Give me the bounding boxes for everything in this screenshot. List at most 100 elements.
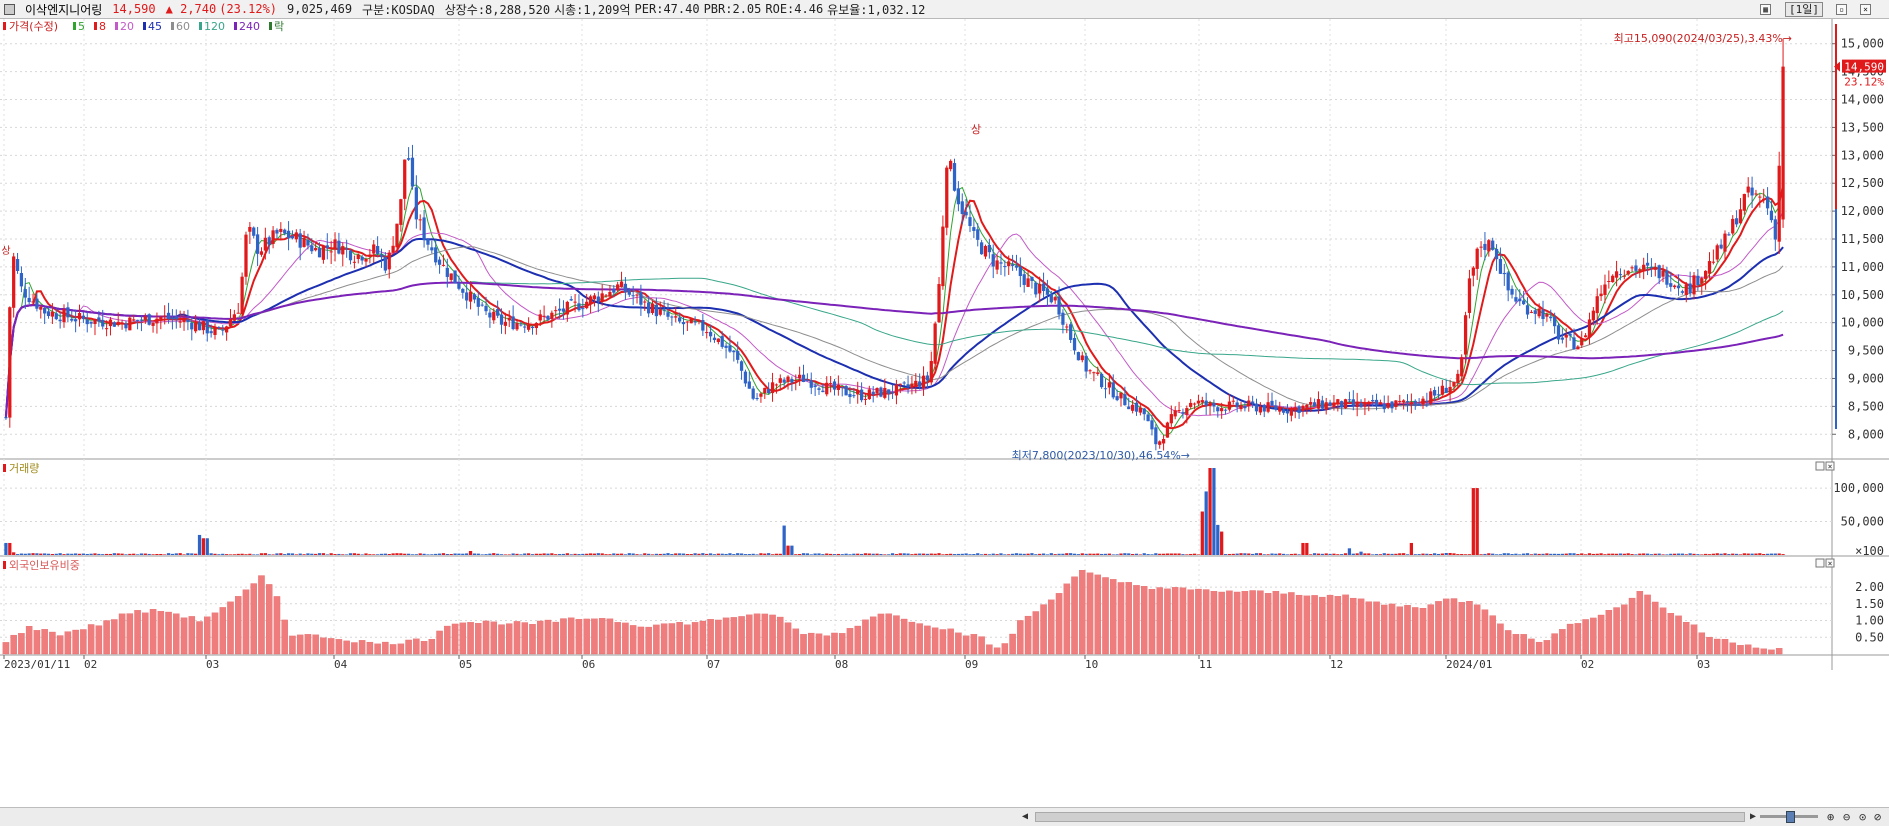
candle-body (430, 247, 434, 251)
candle-body (1003, 266, 1007, 268)
period-button[interactable]: [1일] (1785, 2, 1823, 17)
candle-body (1022, 274, 1026, 285)
volume-bar (538, 553, 542, 555)
legend-square-icon (143, 22, 146, 30)
volume-bar (937, 553, 941, 555)
window-menu-icon[interactable] (4, 3, 15, 15)
volume-bar (1374, 554, 1379, 555)
volume-bar (1049, 553, 1053, 555)
zoom-in-icon[interactable]: ⊕ (1827, 810, 1835, 824)
volume-bar (1560, 553, 1565, 555)
volume-bar (89, 553, 93, 555)
volume-bar (286, 553, 291, 555)
zoom-fit-icon[interactable]: ⊘ (1874, 810, 1882, 824)
scroll-thumb[interactable] (1035, 812, 1745, 822)
candle-body (1293, 407, 1297, 411)
volume-bar (1599, 553, 1603, 555)
foreign-ratio-bar (1210, 591, 1218, 655)
foreign-ratio-bar (993, 647, 1001, 655)
volume-bar (1553, 553, 1557, 555)
stock-name[interactable]: 이삭엔지니어링 (25, 2, 103, 17)
volume-bar (770, 554, 775, 555)
stock-info-bar: 이삭엔지니어링 14,590 ▲ 2,740 (23.12%) 9,025,46… (0, 0, 1889, 19)
candle-body (798, 374, 802, 379)
grid-icon[interactable]: ▦ (1760, 4, 1771, 15)
bottom-scrollbar[interactable]: ◀ ▶ ⊕ ⊖ ⊙ ⊘ (0, 807, 1889, 826)
chart-background (0, 19, 1889, 670)
volume-bar (1038, 553, 1042, 555)
volume-bar (801, 553, 806, 555)
candle-body (445, 267, 449, 277)
volume-bar (1417, 554, 1421, 555)
candle-body (902, 382, 906, 384)
volume-bar (1247, 553, 1251, 555)
candle-body (666, 312, 670, 317)
foreign-ratio-bar (1381, 604, 1388, 655)
zoom-out-icon[interactable]: ⊖ (1843, 810, 1851, 824)
candle-body (1583, 335, 1588, 338)
volume-bar (1367, 553, 1371, 555)
market-cap: 시총:1,209억 (554, 2, 631, 17)
volume-bar (1034, 554, 1038, 555)
volume-legend-label: 거래량 (9, 462, 39, 475)
volume-bar (1754, 553, 1758, 555)
volume-bar (825, 553, 829, 555)
candle-body (1200, 400, 1204, 403)
volume-bar (1146, 554, 1150, 555)
volume-bar (1158, 553, 1162, 555)
foreign-ratio-bar (1272, 591, 1280, 655)
candle-body (1332, 402, 1336, 408)
candle-body (1731, 218, 1735, 234)
foreign-ratio-bar (1187, 589, 1194, 655)
volume-bar (685, 554, 689, 555)
foreign-ratio-bar (428, 639, 436, 655)
candle-body (248, 226, 252, 232)
candle-body (1154, 427, 1158, 445)
foreign-ratio-bar (1636, 591, 1644, 655)
foreign-ratio-bar (521, 622, 528, 655)
volume-bar (1239, 553, 1243, 555)
volume-bar (194, 553, 198, 555)
candle-body (205, 320, 209, 334)
volume-bar (1460, 554, 1464, 555)
volume-bar (1700, 554, 1704, 555)
zoom-reset-icon[interactable]: ⊙ (1859, 810, 1867, 824)
foreign-ratio-bar (397, 643, 405, 655)
volume-bar (465, 553, 469, 555)
candle-body (828, 383, 833, 385)
candle-body (1723, 233, 1727, 252)
scroll-left-icon[interactable]: ◀ (1022, 811, 1029, 822)
candle-body (1146, 414, 1150, 422)
volume-bar (321, 553, 326, 555)
candle-body (314, 248, 318, 251)
volume-bar (964, 553, 968, 555)
candle-body (871, 391, 875, 395)
volume-bar (759, 553, 763, 555)
foreign-ratio-bar (986, 644, 993, 655)
candle-body (1316, 399, 1321, 409)
market-type: 구분:KOSDAQ (362, 2, 435, 17)
foreign-ratio-bar (1396, 606, 1404, 655)
candle-body (1626, 270, 1630, 275)
volume-bar (1231, 553, 1235, 555)
foreign-ratio-bar (575, 619, 583, 655)
candle-body (39, 306, 43, 310)
chart-area[interactable]: 15,00014,50014,00013,50013,00012,50012,0… (0, 19, 1889, 810)
candle-body (1506, 272, 1510, 291)
volume-bar (391, 553, 395, 555)
volume-bar (1285, 554, 1290, 555)
minimize-icon[interactable]: ▫ (1836, 4, 1847, 15)
zoom-slider-knob[interactable] (1786, 811, 1795, 823)
volume-bar (1041, 553, 1046, 555)
foreign-ratio-bar (1218, 591, 1225, 655)
close-icon[interactable]: × (1860, 4, 1871, 15)
candle-body (1642, 264, 1646, 270)
foreign-ratio-bar (536, 620, 544, 655)
scroll-right-icon[interactable]: ▶ (1750, 811, 1757, 822)
x-axis-label: 12 (1330, 658, 1343, 671)
candle-body (736, 351, 740, 360)
volume-bar (1657, 553, 1661, 555)
candle-body (70, 318, 74, 321)
volume-bar (1212, 468, 1216, 555)
candle-body (1069, 324, 1073, 340)
